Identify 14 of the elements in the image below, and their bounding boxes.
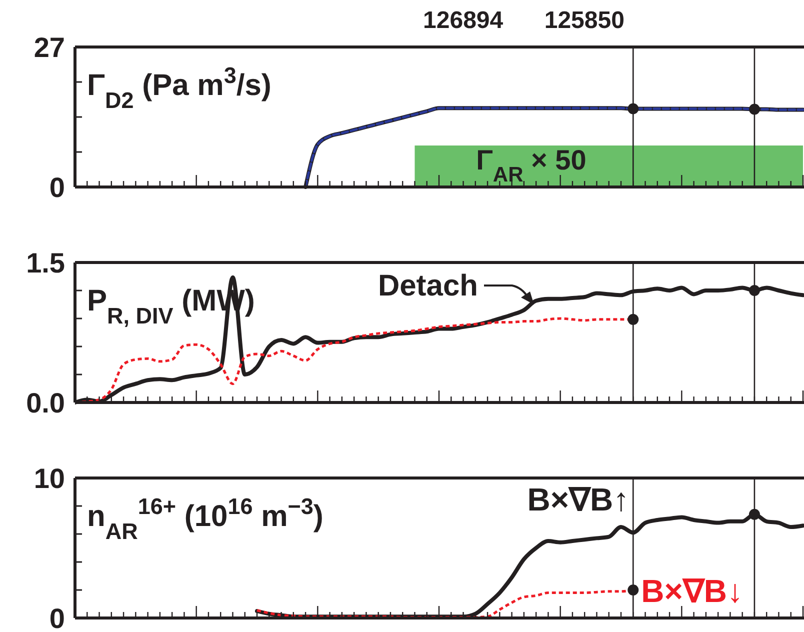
y-tick-label: 27 — [34, 32, 65, 64]
text: 126894 — [423, 7, 504, 34]
text: n$_{AR}$$^{16+}$ (10$^{16}$ m$^{−3}$) — [87, 494, 324, 544]
series-label: B×∇B↑ — [527, 482, 630, 518]
y-tick-label: 0.0 — [26, 388, 65, 419]
series-label: B×∇B↓ — [641, 573, 744, 609]
annotation: Detach — [378, 270, 478, 302]
y-tick-label: 0 — [49, 172, 65, 204]
text: 125850 — [544, 7, 624, 34]
y-tick-label: 1.5 — [26, 248, 65, 279]
series-label: Γ$_{AR}$ × 50 — [476, 144, 586, 186]
text: Γ$_{D2}$ (Pa m$^{3}$/s) — [87, 62, 272, 112]
y-tick-label: 10 — [34, 463, 65, 494]
y-tick-label: 0 — [49, 603, 65, 632]
